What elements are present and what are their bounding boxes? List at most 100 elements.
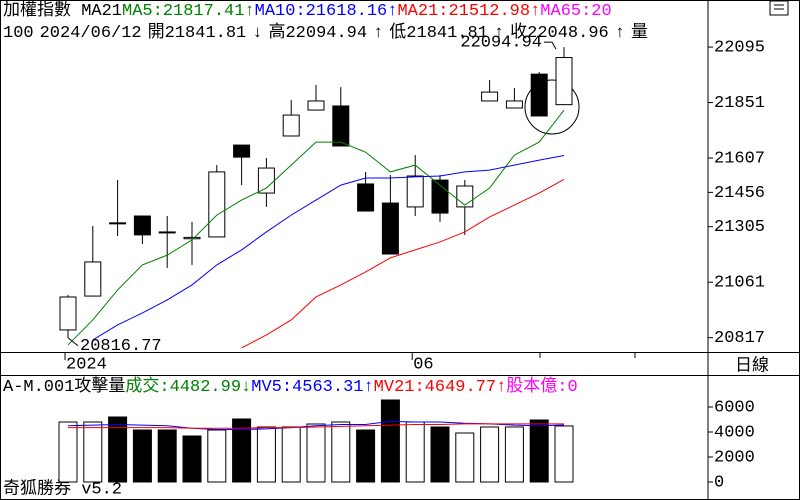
header: 加權指數 MA21MA5:21817.41↑MA10:21618.16↑MA21… bbox=[3, 0, 648, 397]
y-tick-label: 21061 bbox=[714, 274, 765, 293]
candle-body bbox=[307, 100, 325, 111]
candle-body bbox=[381, 202, 399, 255]
volume-bar bbox=[281, 426, 301, 483]
volume-bar bbox=[504, 426, 524, 483]
quote-item: 收22048.96 bbox=[510, 22, 609, 43]
candle-body bbox=[158, 231, 176, 234]
volume-bar bbox=[132, 429, 152, 483]
line-ma21 bbox=[241, 178, 565, 349]
quote-item: ↑ bbox=[373, 24, 383, 43]
y-tick-label: 20817 bbox=[714, 329, 765, 348]
quote-item: 高22094.94 bbox=[268, 22, 367, 43]
footer: 奇狐勝券 v5.2 bbox=[3, 478, 122, 499]
volume-bar bbox=[380, 399, 400, 483]
quote-item: ↑ bbox=[494, 24, 504, 43]
volume-header-item: 股本億:0 bbox=[506, 376, 577, 397]
volume-header-item: MV5:4563.31 bbox=[251, 378, 363, 397]
y-tick-label: 6000 bbox=[714, 398, 755, 417]
candle-body bbox=[456, 185, 474, 208]
quote-item: ↓ bbox=[252, 24, 262, 43]
candle-body bbox=[208, 171, 226, 238]
volume-bar bbox=[182, 435, 202, 483]
header-item: ↑ bbox=[387, 2, 397, 21]
annotation-leader bbox=[544, 41, 557, 50]
candle-body bbox=[357, 183, 375, 212]
volume-bar bbox=[405, 421, 425, 483]
y-tick-label: 4000 bbox=[714, 423, 755, 442]
candle-body bbox=[109, 222, 127, 225]
volume-header-item: A-M.001攻擊量 bbox=[3, 376, 125, 397]
volume-bar bbox=[529, 419, 549, 483]
candle-body bbox=[257, 167, 275, 194]
y-tick-label: 21607 bbox=[714, 150, 765, 169]
volume-bar bbox=[108, 416, 128, 483]
header-item: ↑ bbox=[244, 2, 254, 21]
volume-bar bbox=[480, 426, 500, 483]
quote-item: 低21841.81 bbox=[389, 22, 488, 43]
annotation-leader bbox=[67, 337, 79, 347]
y-tick-label: 21456 bbox=[714, 184, 765, 203]
candle-body bbox=[59, 296, 77, 331]
volume-bar bbox=[356, 429, 376, 483]
line-mv21 bbox=[68, 423, 565, 429]
line-ma10 bbox=[92, 155, 565, 341]
quote-item: 量 bbox=[631, 22, 648, 43]
candle-body bbox=[505, 100, 523, 109]
quote-item: 2024/06/12 bbox=[40, 24, 142, 43]
quote-item: 開21841.81 bbox=[148, 23, 247, 43]
header-item: MA21:21512.98 bbox=[397, 2, 530, 21]
header-item: MA65:20 bbox=[540, 2, 611, 21]
candle-body bbox=[481, 91, 499, 102]
volume-bar bbox=[430, 426, 450, 483]
quote-item: ↑ bbox=[615, 24, 625, 43]
volume-header-item: MV21:4649.77 bbox=[374, 378, 496, 397]
volume-bar bbox=[554, 425, 574, 483]
y-tick-label: 21305 bbox=[714, 218, 765, 237]
header-item: 加權指數 MA21 bbox=[3, 0, 122, 21]
header-item: MA10:21618.16 bbox=[255, 2, 388, 21]
quote-item: 100 bbox=[3, 24, 34, 43]
candle-body bbox=[282, 114, 300, 137]
volume-header-item: ↑ bbox=[496, 378, 506, 397]
volume-header-item: 成交:4482.99 bbox=[125, 376, 241, 397]
volume-bar bbox=[83, 421, 103, 483]
y-tick-label: 22095 bbox=[714, 39, 765, 58]
candle-body bbox=[133, 215, 151, 236]
candle-body bbox=[233, 144, 251, 158]
volume-bar bbox=[157, 429, 177, 483]
candle-body bbox=[555, 57, 573, 106]
quote-line: 100 2024/06/12 開21841.81 ↓ 高22094.94 ↑ 低21841.… bbox=[3, 22, 648, 43]
x-tick-label: 06 bbox=[413, 355, 433, 374]
volume-header: A-M.001攻擊量成交:4482.99↓MV5:4563.31↑MV21:46… bbox=[3, 376, 578, 397]
menu-button[interactable] bbox=[769, 0, 789, 16]
candle-body bbox=[406, 175, 424, 208]
plot: 22094.94 20816.77 bbox=[58, 34, 574, 483]
volume-bar bbox=[256, 426, 276, 483]
annotation: 20816.77 bbox=[80, 337, 162, 356]
y-tick-label: 21851 bbox=[714, 94, 765, 113]
period-label: 日線 bbox=[735, 355, 769, 376]
volume-bar bbox=[331, 421, 351, 483]
volume-header-item: ↓ bbox=[241, 378, 251, 397]
volume-bar bbox=[58, 421, 78, 483]
candle-body bbox=[332, 105, 350, 147]
header-item: ↑ bbox=[530, 2, 540, 21]
highlight-circle bbox=[524, 79, 580, 135]
candle-body bbox=[183, 236, 201, 240]
y-tick-label: 0 bbox=[714, 473, 724, 492]
volume-header-item: ↑ bbox=[363, 378, 373, 397]
volume-bar bbox=[207, 429, 227, 483]
y-tick-label: 2000 bbox=[714, 448, 755, 467]
header-item: MA5:21817.41 bbox=[122, 2, 244, 21]
candle-body bbox=[530, 73, 548, 117]
x-tick-label: 2024 bbox=[66, 355, 107, 374]
indicator-line: 加權指數 MA21MA5:21817.41↑MA10:21618.16↑MA21… bbox=[3, 0, 612, 21]
volume-bar bbox=[232, 418, 252, 483]
volume-bar bbox=[455, 432, 475, 483]
annotation: 22094.94 bbox=[460, 34, 542, 53]
line-ma5 bbox=[67, 109, 565, 346]
volume-bar bbox=[306, 423, 326, 483]
candle-body bbox=[84, 261, 102, 297]
